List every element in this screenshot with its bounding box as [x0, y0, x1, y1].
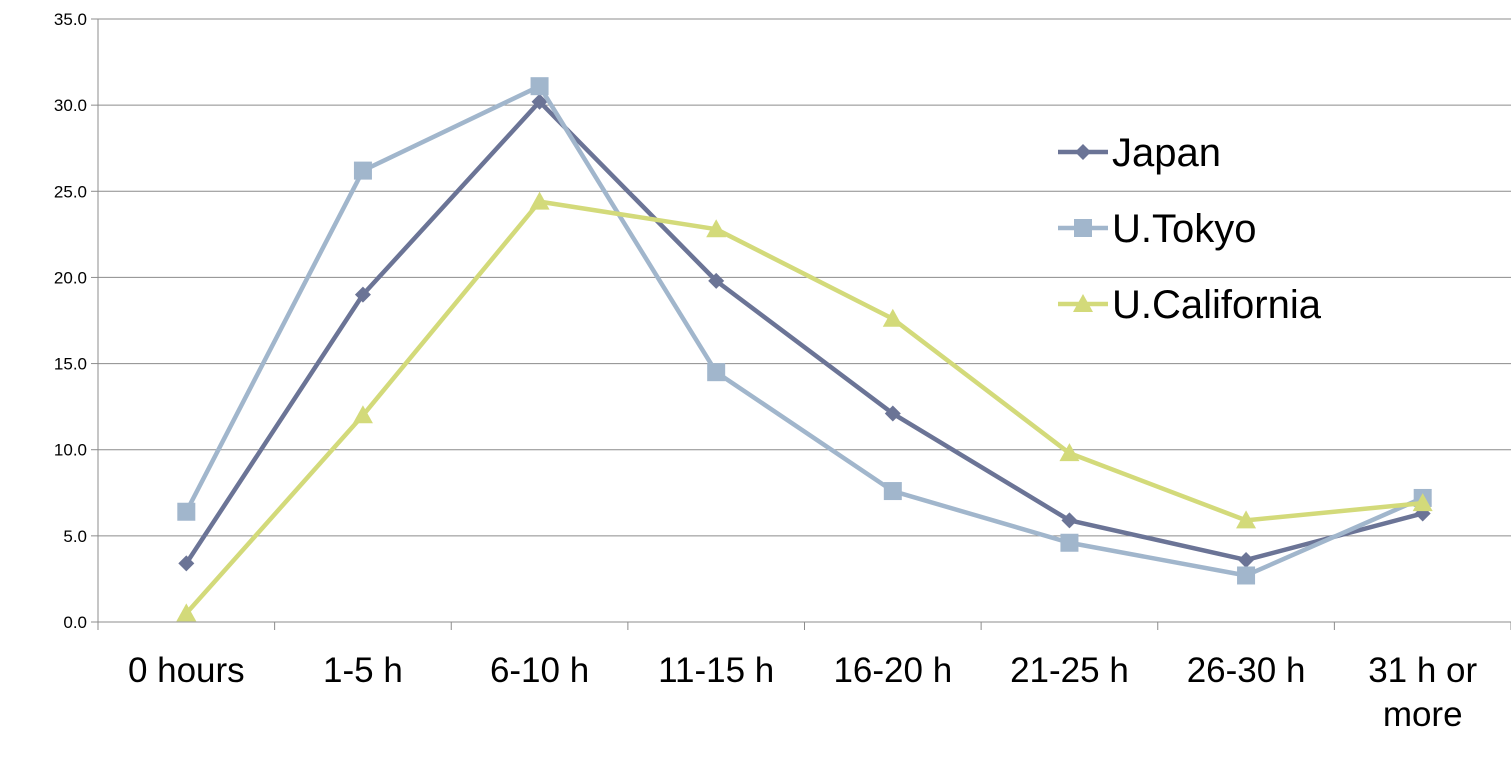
legend: Japan U.Tokyo U.California: [1058, 131, 1322, 327]
x-tick-label-line: 6-10 h: [490, 651, 589, 690]
data-point: [529, 191, 550, 210]
data-point: [1236, 510, 1257, 529]
y-tick-label: 15.0: [54, 355, 87, 374]
x-tick-label: 11-15 h: [658, 651, 774, 690]
data-point: [707, 363, 726, 382]
data-point: [1414, 505, 1431, 522]
x-tick-label: 31 h or more: [1368, 651, 1477, 734]
legend-item: Japan: [1058, 131, 1221, 175]
legend-item: U.Tokyo: [1058, 207, 1257, 251]
legend-swatch-marker: [1073, 294, 1093, 312]
series-u-california: [176, 191, 1433, 622]
x-tick-label: 0 hours: [128, 651, 245, 690]
data-point: [531, 93, 548, 110]
x-tick-label: 1-5 h: [323, 651, 403, 690]
data-point: [1061, 512, 1078, 529]
x-tick-label-line: 11-15 h: [658, 651, 774, 690]
y-tick-label: 35.0: [54, 10, 87, 29]
data-point: [1060, 533, 1079, 552]
series-u-tokyo: [177, 77, 1432, 585]
data-point: [352, 405, 373, 424]
y-axis-ticks: 0.0 5.0 10.0 15.0 20.0 25.0 30.0 35.0: [54, 10, 98, 632]
x-axis-ticks: 0 hours 1-5 h 6-10 h 11-15 h 16-20 h 21-25 h 2…: [97, 622, 1511, 734]
y-tick-label: 25.0: [54, 182, 87, 201]
y-tick-label: 30.0: [54, 96, 87, 115]
legend-label: U.Tokyo: [1112, 207, 1257, 251]
x-tick-label: 6-10 h: [490, 651, 589, 690]
data-point: [883, 482, 902, 501]
data-point: [884, 405, 901, 422]
x-tick-label-line: 21-25 h: [1010, 651, 1129, 690]
x-tick-label-line: 1-5 h: [323, 651, 403, 690]
x-tick-label: 26-30 h: [1187, 651, 1306, 690]
x-tick-label-line: 16-20 h: [833, 651, 952, 690]
legend-label: U.California: [1112, 283, 1322, 327]
data-point: [178, 555, 195, 572]
legend-item: U.California: [1058, 283, 1322, 327]
data-point: [706, 219, 727, 238]
y-tick-label: 5.0: [63, 527, 87, 546]
legend-swatch-marker: [1074, 219, 1092, 237]
data-point: [708, 272, 725, 289]
y-tick-label: 20.0: [54, 268, 87, 287]
data-point: [353, 161, 372, 180]
data-point: [1059, 443, 1080, 462]
data-point: [1412, 493, 1433, 512]
x-tick-label: 21-25 h: [1010, 651, 1129, 690]
data-point: [177, 502, 196, 521]
legend-swatch-marker: [1075, 144, 1091, 160]
data-point: [530, 77, 549, 96]
series-line: [184, 199, 1423, 615]
data-point: [882, 308, 903, 327]
series-group: [176, 77, 1433, 622]
data-point: [176, 603, 197, 622]
series-line: [184, 83, 1424, 578]
data-point: [1237, 566, 1256, 585]
x-tick-label-line: more: [1383, 695, 1463, 734]
x-tick-label-line: 31 h or: [1368, 651, 1477, 690]
data-point: [354, 286, 371, 303]
y-tick-label: 0.0: [63, 613, 87, 632]
x-tick-label-line: 0 hours: [128, 651, 245, 690]
y-tick-label: 10.0: [54, 441, 87, 460]
series-japan: [178, 93, 1431, 572]
x-tick-label-line: 26-30 h: [1187, 651, 1306, 690]
x-tick-label: 16-20 h: [833, 651, 952, 690]
data-point: [1238, 551, 1255, 568]
series-line: [184, 99, 1424, 565]
legend-label: Japan: [1112, 131, 1221, 175]
